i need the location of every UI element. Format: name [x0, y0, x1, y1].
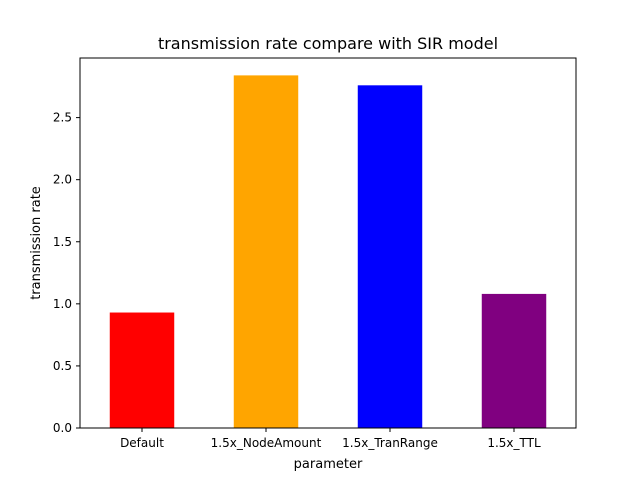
y-tick-label: 2.0 — [53, 173, 72, 187]
y-tick-label: 2.5 — [53, 111, 72, 125]
bar-3 — [481, 293, 547, 428]
y-axis-label: transmission rate — [29, 186, 44, 300]
y-tick-label: 0.0 — [53, 421, 72, 435]
bar-2 — [357, 85, 423, 429]
x-tick-label: 1.5x_TranRange — [342, 436, 438, 450]
x-tick-label: Default — [120, 436, 164, 450]
y-tick-label: 1.0 — [53, 297, 72, 311]
chart-title: transmission rate compare with SIR model — [158, 34, 498, 53]
x-tick-label: 1.5x_NodeAmount — [211, 436, 322, 450]
ticks-layer: Default 1.5x_NodeAmount 1.5x_TranRange 1.5x… — [53, 111, 541, 450]
plot-frame — [79, 57, 577, 429]
x-axis-label: parameter — [294, 457, 363, 472]
x-tick-label: 1.5x_TTL — [487, 436, 541, 450]
bar-0 — [109, 312, 175, 428]
bar-1 — [233, 75, 299, 428]
y-tick-label: 0.5 — [53, 359, 72, 373]
y-tick-label: 1.5 — [53, 235, 72, 249]
bars-layer — [109, 75, 547, 429]
